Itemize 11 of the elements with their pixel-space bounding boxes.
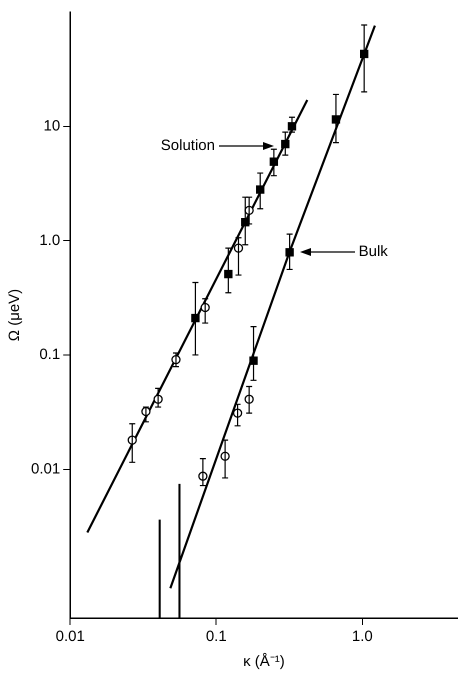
annotation: Bulk xyxy=(358,242,388,260)
x-axis-title: κ (Å⁻¹) xyxy=(243,652,285,670)
x-tick-label: 0.01 xyxy=(56,628,85,646)
y-tick-label: 1.0 xyxy=(39,232,60,249)
annotation: Solution xyxy=(160,137,215,154)
y-tick-label: 0.1 xyxy=(39,346,60,364)
x-tick-label: 1.0 xyxy=(352,628,373,646)
y-tick-label: 0.01 xyxy=(30,460,60,478)
y-tick-label: 10 xyxy=(44,117,60,134)
x-tick-label: 0.1 xyxy=(206,628,227,646)
y-axis-title: Ω (μeV) xyxy=(6,288,24,342)
